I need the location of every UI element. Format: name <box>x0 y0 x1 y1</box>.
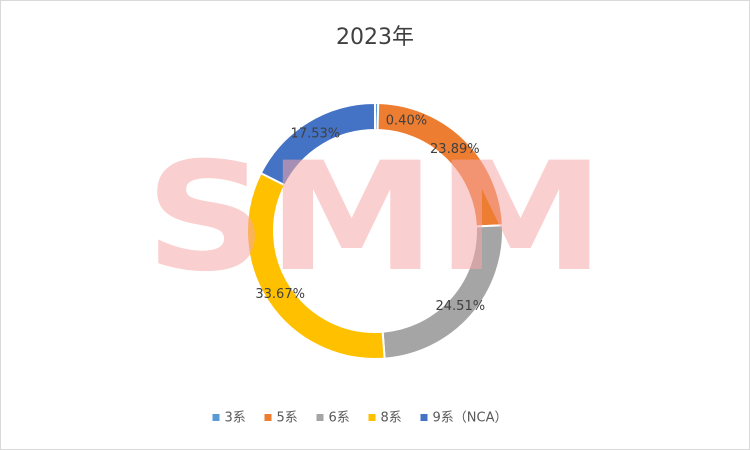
watermark: SMM <box>145 131 605 305</box>
legend-swatch <box>368 414 376 421</box>
legend-swatch <box>316 414 324 421</box>
legend-label: 3系 <box>225 411 246 426</box>
legend-swatch <box>420 414 428 421</box>
legend-label: 5系 <box>277 411 298 426</box>
data-label: 17.53% <box>291 126 341 141</box>
data-label: 0.40% <box>386 114 427 129</box>
legend-label: 6系 <box>329 411 350 426</box>
chart-title: 2023年 <box>336 25 414 50</box>
data-label: 24.51% <box>436 299 486 314</box>
legend-swatch <box>212 414 220 421</box>
legend-label: 8系 <box>381 411 402 426</box>
data-label: 33.67% <box>255 287 305 302</box>
legend-label: 9系（NCA） <box>433 411 508 426</box>
donut-slice <box>259 101 376 187</box>
data-label: 23.89% <box>430 142 480 157</box>
legend-swatch <box>264 414 272 421</box>
